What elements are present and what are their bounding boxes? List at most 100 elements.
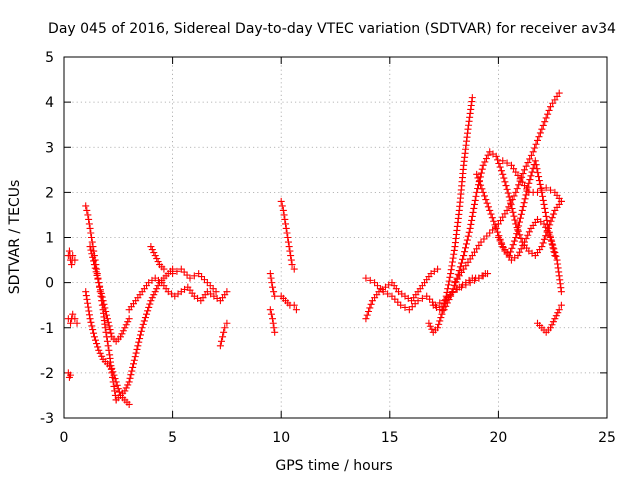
data-point (471, 200, 479, 208)
data-point (450, 250, 458, 258)
data-point (118, 330, 126, 338)
data-point (486, 229, 494, 237)
data-point (102, 308, 110, 316)
data-point (418, 294, 426, 302)
data-point (474, 174, 482, 182)
data-point (212, 288, 220, 296)
data-point (90, 261, 98, 269)
data-point (438, 310, 446, 318)
data-point (473, 188, 481, 196)
data-point (290, 265, 298, 273)
data-point (99, 297, 107, 305)
data-point (86, 224, 94, 232)
data-point (283, 229, 291, 237)
chart-title: Day 045 of 2016, Sidereal Day-to-day VTE… (48, 21, 616, 37)
data-point (114, 385, 122, 393)
data-point (525, 228, 533, 236)
data-point (82, 288, 90, 296)
data-point (279, 206, 287, 214)
data-point (557, 301, 565, 309)
data-point (444, 281, 452, 289)
data-point (267, 310, 275, 318)
series-sat-p (362, 265, 442, 323)
data-point (516, 248, 524, 256)
data-point (552, 312, 560, 320)
data-point (533, 165, 541, 173)
data-point (388, 292, 396, 300)
series-sat-t (451, 89, 563, 287)
x-tick-label: 15 (381, 430, 399, 446)
data-point (98, 293, 106, 301)
data-point (543, 216, 551, 224)
data-point (177, 265, 185, 273)
data-point (511, 216, 519, 224)
series-sat-w (499, 157, 565, 205)
series-sat-n (277, 197, 298, 273)
data-point (146, 300, 154, 308)
data-point (454, 270, 462, 278)
data-point (545, 230, 553, 238)
y-tick-label: -2 (40, 366, 54, 382)
data-point (366, 276, 374, 284)
data-point (122, 384, 130, 392)
data-point (220, 328, 228, 336)
data-point (520, 199, 528, 207)
data-point (153, 255, 161, 263)
x-tick-label: 25 (598, 430, 616, 446)
data-point (503, 159, 511, 167)
data-point (221, 324, 229, 332)
data-point (71, 315, 79, 323)
data-point (391, 295, 399, 303)
data-point (512, 188, 520, 196)
data-point (138, 324, 146, 332)
data-point (223, 288, 231, 296)
data-point (85, 220, 93, 228)
data-point (482, 196, 490, 204)
data-point (135, 338, 143, 346)
data-point (281, 215, 289, 223)
data-point (516, 214, 524, 222)
data-point (376, 285, 384, 293)
data-point (429, 298, 437, 306)
data-point (503, 185, 511, 193)
data-point (499, 157, 507, 165)
series-sat-f (112, 265, 177, 404)
data-point (479, 161, 487, 169)
data-point (555, 306, 563, 314)
x-tick-label: 20 (489, 430, 507, 446)
data-point (94, 343, 102, 351)
data-point (524, 231, 532, 239)
data-point (148, 294, 156, 302)
data-point (478, 185, 486, 193)
data-point (515, 222, 523, 230)
data-point (84, 303, 92, 311)
data-point (477, 169, 485, 177)
series-sat-v (494, 215, 565, 296)
data-point (282, 224, 290, 232)
data-point (520, 166, 528, 174)
data-point (470, 204, 478, 212)
data-point (517, 210, 525, 218)
data-point (145, 303, 153, 311)
data-point (271, 292, 279, 300)
data-point (101, 304, 109, 312)
data-point (122, 321, 130, 329)
data-point (540, 235, 548, 243)
data-point (428, 325, 436, 333)
data-point (547, 324, 555, 332)
data-point (435, 320, 443, 328)
data-point (548, 321, 556, 329)
data-point (490, 217, 498, 225)
data-point (536, 180, 544, 188)
data-point (508, 196, 516, 204)
data-point (484, 151, 492, 159)
data-point (502, 182, 510, 190)
data-point (513, 185, 521, 193)
data-point (547, 217, 555, 225)
data-point (67, 319, 75, 327)
data-point (426, 295, 434, 303)
data-point (494, 156, 502, 164)
data-point (501, 178, 509, 186)
data-point (132, 349, 140, 357)
